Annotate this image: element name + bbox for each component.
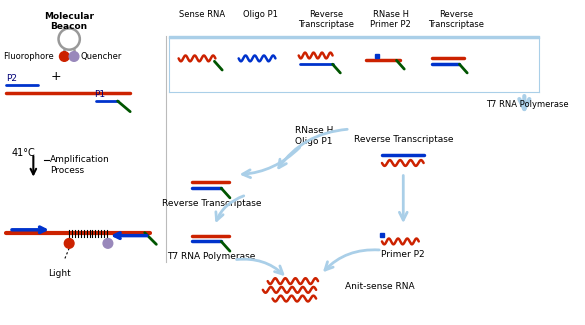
Text: P1: P1	[94, 90, 105, 99]
Text: Primer P2: Primer P2	[381, 250, 425, 259]
Text: +: +	[50, 70, 61, 83]
Text: 41°C: 41°C	[11, 149, 35, 159]
Text: RNase H
Primer P2: RNase H Primer P2	[370, 10, 411, 29]
Text: Molecular
Beacon: Molecular Beacon	[44, 12, 94, 31]
Text: Anit-sense RNA: Anit-sense RNA	[345, 282, 415, 292]
Circle shape	[60, 52, 69, 61]
Text: T7 RNA Polymerase: T7 RNA Polymerase	[486, 100, 568, 110]
Text: RNase H
Oligo P1: RNase H Oligo P1	[295, 126, 333, 146]
Text: Amplification
Process: Amplification Process	[50, 155, 109, 175]
Text: Fluorophore: Fluorophore	[4, 52, 54, 61]
Text: Reverse Transcriptase: Reverse Transcriptase	[353, 135, 453, 144]
Text: Sense RNA: Sense RNA	[179, 10, 225, 19]
Text: T7 RNA Polymerase: T7 RNA Polymerase	[167, 252, 256, 261]
Text: Oligo P1: Oligo P1	[243, 10, 278, 19]
Circle shape	[69, 52, 79, 61]
Text: Quencher: Quencher	[81, 52, 122, 61]
Text: Reverse
Transcriptase: Reverse Transcriptase	[298, 10, 354, 29]
Text: Light: Light	[48, 268, 71, 278]
Circle shape	[103, 239, 113, 248]
Text: Reverse
Transcriptase: Reverse Transcriptase	[429, 10, 484, 29]
Text: Reverse Transcriptase: Reverse Transcriptase	[162, 199, 261, 208]
Text: P2: P2	[6, 73, 17, 83]
Circle shape	[64, 239, 74, 248]
